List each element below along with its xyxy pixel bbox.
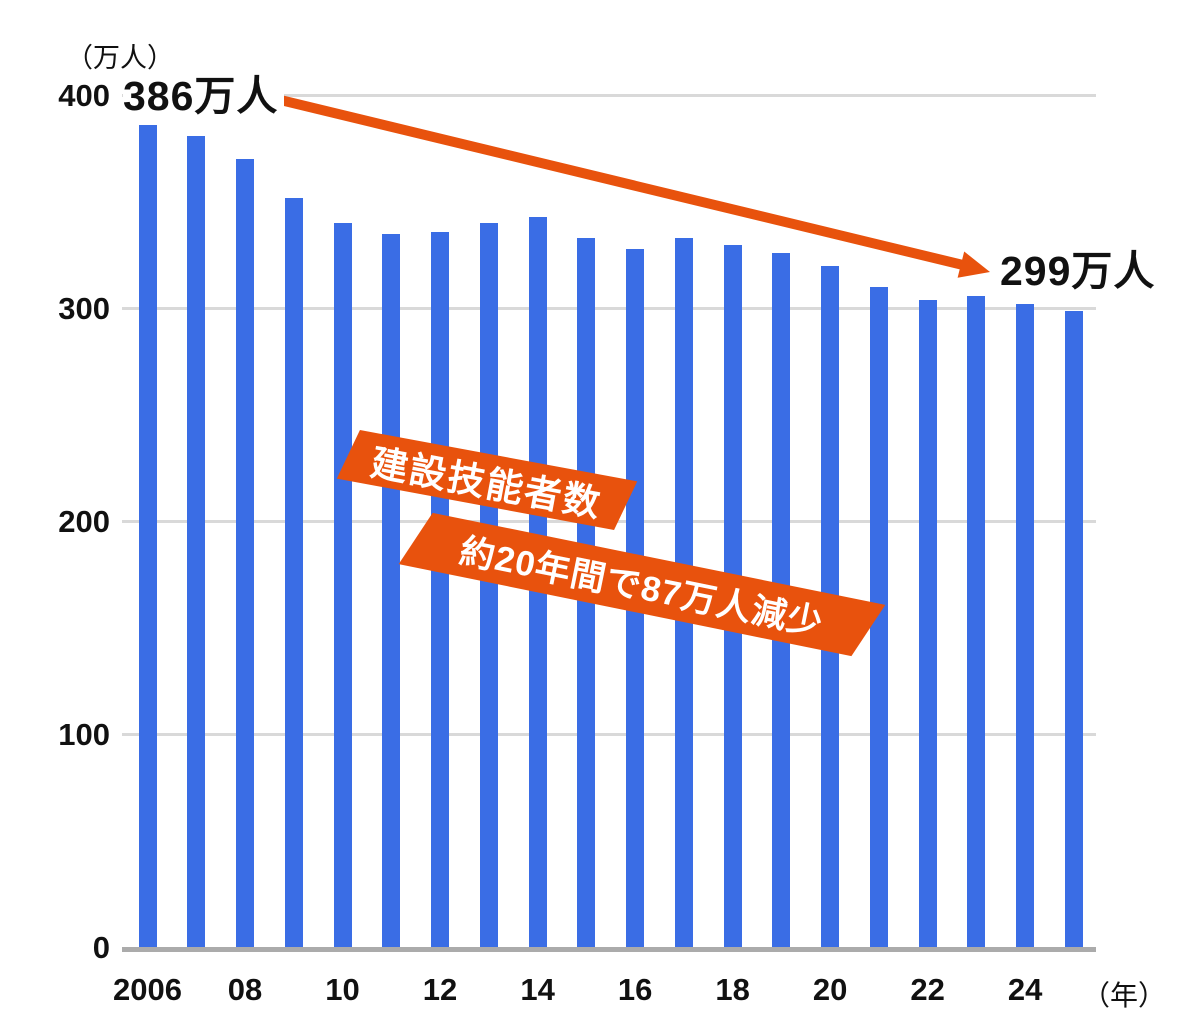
x-tick-2006: 2006	[113, 972, 182, 1007]
bar-2010	[333, 223, 352, 948]
bar-2011	[382, 234, 401, 948]
y-tick-100: 100	[58, 716, 110, 752]
bar-2006	[138, 125, 157, 948]
start-value-label: 386万人	[123, 74, 285, 118]
x-tick-08: 08	[227, 972, 263, 1007]
bar-2022	[918, 300, 937, 948]
x-axis-line	[122, 947, 1096, 952]
x-tick-24: 24	[1007, 972, 1043, 1007]
bar-2021	[869, 287, 888, 948]
bar-2025	[1064, 310, 1083, 948]
x-tick-10: 10	[325, 972, 360, 1007]
y-tick-300: 300	[58, 290, 110, 326]
bar-2007	[187, 135, 206, 948]
x-tick-20: 20	[812, 972, 848, 1007]
bar-2009	[284, 197, 303, 948]
x-tick-12: 12	[422, 972, 458, 1007]
bar-2024	[1016, 304, 1035, 948]
y-tick-400: 400	[58, 77, 110, 113]
bar-2008	[236, 159, 255, 948]
y-tick-200: 200	[58, 503, 110, 539]
gridline-300	[122, 307, 1096, 311]
bar-2013	[479, 223, 498, 948]
gridline-100	[122, 733, 1096, 737]
y-tick-0: 0	[92, 930, 110, 965]
bar-2012	[431, 231, 450, 948]
x-tick-22: 22	[910, 972, 945, 1007]
x-tick-16: 16	[617, 972, 653, 1007]
x-tick-14: 14	[520, 972, 555, 1007]
end-value-label: 299万人	[1000, 248, 1156, 294]
y-axis-unit-label: （万人）	[66, 43, 174, 73]
x-axis-unit-label: （年）	[1082, 980, 1167, 1011]
bar-2023	[967, 295, 986, 948]
x-tick-18: 18	[715, 972, 750, 1007]
